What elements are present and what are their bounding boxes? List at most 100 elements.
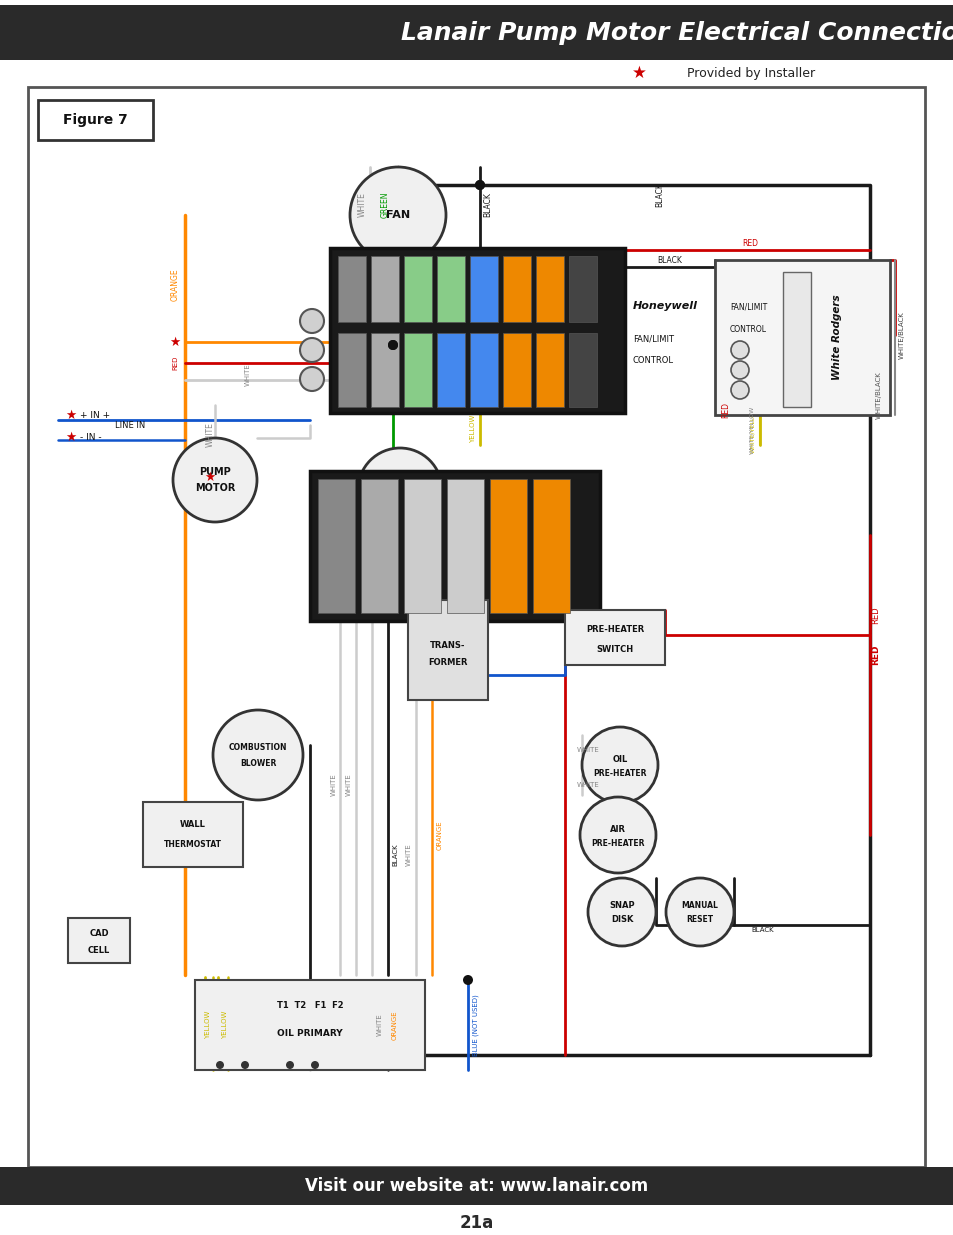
FancyBboxPatch shape: [0, 5, 953, 61]
Text: ★: ★: [65, 431, 76, 443]
Text: RED: RED: [720, 403, 730, 417]
Text: OIL: OIL: [612, 755, 627, 763]
FancyBboxPatch shape: [502, 256, 531, 322]
Text: + IN +: + IN +: [80, 410, 110, 420]
Text: BLACK: BLACK: [392, 844, 397, 866]
Circle shape: [172, 438, 256, 522]
FancyBboxPatch shape: [564, 610, 664, 664]
Text: PRE-HEATER: PRE-HEATER: [593, 768, 646, 778]
FancyBboxPatch shape: [403, 256, 432, 322]
Text: RESET: RESET: [686, 915, 713, 925]
Text: PUMP: PUMP: [199, 467, 231, 477]
Text: Figure 7: Figure 7: [63, 112, 128, 127]
Text: BLACK: BLACK: [751, 927, 774, 932]
FancyBboxPatch shape: [714, 261, 889, 415]
FancyBboxPatch shape: [360, 479, 397, 613]
FancyBboxPatch shape: [568, 332, 597, 408]
Text: WHITE: WHITE: [331, 773, 336, 797]
FancyBboxPatch shape: [533, 479, 569, 613]
Text: ★: ★: [65, 409, 76, 421]
FancyBboxPatch shape: [337, 332, 366, 408]
FancyBboxPatch shape: [568, 256, 597, 322]
Text: ORANGE: ORANGE: [436, 820, 442, 850]
FancyBboxPatch shape: [490, 479, 526, 613]
Text: WALL: WALL: [180, 820, 206, 829]
Text: ★: ★: [204, 471, 215, 483]
Text: WHITE/YELLOW: WHITE/YELLOW: [749, 406, 754, 454]
Text: FORMER: FORMER: [428, 657, 467, 667]
Text: WHITE/BLACK: WHITE/BLACK: [898, 311, 904, 359]
Text: COMBUSTION: COMBUSTION: [229, 742, 287, 752]
FancyBboxPatch shape: [330, 248, 624, 412]
FancyBboxPatch shape: [403, 332, 432, 408]
Text: BLOWER: BLOWER: [239, 758, 276, 767]
Text: YELLOW: YELLOW: [470, 415, 476, 443]
FancyBboxPatch shape: [28, 86, 924, 1167]
Text: THERMOSTAT: THERMOSTAT: [164, 840, 222, 848]
FancyBboxPatch shape: [436, 332, 464, 408]
Text: FAN/LIMIT: FAN/LIMIT: [729, 303, 766, 311]
FancyBboxPatch shape: [143, 802, 243, 867]
Circle shape: [730, 341, 748, 359]
FancyBboxPatch shape: [403, 479, 440, 613]
Text: ORANGE: ORANGE: [171, 269, 179, 301]
Circle shape: [299, 338, 324, 362]
Text: SWITCH: SWITCH: [596, 645, 633, 655]
Text: LINE IN: LINE IN: [115, 420, 145, 430]
Text: ★: ★: [631, 64, 646, 82]
Circle shape: [241, 1061, 249, 1070]
Text: Provided by Installer: Provided by Installer: [686, 67, 814, 79]
Text: CONTROL: CONTROL: [633, 356, 673, 364]
FancyBboxPatch shape: [536, 332, 563, 408]
Text: ORANGE: ORANGE: [392, 1010, 397, 1040]
Text: Honeywell: Honeywell: [633, 301, 698, 311]
Text: WHITE: WHITE: [576, 782, 598, 788]
Circle shape: [299, 309, 324, 333]
Circle shape: [730, 382, 748, 399]
Circle shape: [299, 367, 324, 391]
FancyBboxPatch shape: [68, 918, 130, 963]
Text: SOLENOID: SOLENOID: [375, 494, 423, 503]
Text: BLACK: BLACK: [483, 193, 492, 217]
Text: FAN/LIMIT: FAN/LIMIT: [633, 335, 673, 343]
Text: BLACK: BLACK: [655, 183, 664, 207]
Text: - IN -: - IN -: [80, 432, 102, 441]
FancyBboxPatch shape: [470, 332, 497, 408]
Circle shape: [350, 167, 446, 263]
Circle shape: [475, 180, 484, 190]
Text: WHITE: WHITE: [357, 193, 366, 217]
FancyBboxPatch shape: [470, 256, 497, 322]
Text: YELLOW: YELLOW: [205, 1010, 211, 1039]
Text: MANUAL: MANUAL: [680, 902, 718, 910]
Circle shape: [311, 1061, 318, 1070]
Circle shape: [388, 340, 397, 350]
Circle shape: [581, 727, 658, 803]
Circle shape: [579, 797, 656, 873]
Text: WHITE: WHITE: [406, 844, 412, 867]
Text: RED: RED: [871, 606, 880, 624]
Text: PRE-HEATER: PRE-HEATER: [585, 625, 643, 634]
Text: FAN: FAN: [386, 210, 410, 220]
Circle shape: [388, 340, 397, 350]
Text: Lanair Pump Motor Electrical Connections: Lanair Pump Motor Electrical Connections: [401, 21, 953, 44]
FancyBboxPatch shape: [502, 332, 531, 408]
Text: RED: RED: [172, 356, 178, 370]
Text: DISK: DISK: [610, 915, 633, 925]
FancyBboxPatch shape: [436, 256, 464, 322]
Text: WHITE/YELLOW: WHITE/YELLOW: [750, 405, 755, 453]
Text: WHITE: WHITE: [351, 522, 360, 547]
Text: BLUE (NOT USED): BLUE (NOT USED): [473, 994, 478, 1056]
Text: CELL: CELL: [88, 946, 110, 955]
FancyBboxPatch shape: [38, 100, 152, 140]
Text: WHITE: WHITE: [245, 363, 251, 387]
FancyBboxPatch shape: [408, 600, 488, 700]
Text: TRANS-: TRANS-: [430, 641, 465, 650]
FancyBboxPatch shape: [0, 1167, 953, 1205]
FancyBboxPatch shape: [310, 471, 599, 621]
Text: RED: RED: [871, 645, 880, 666]
FancyBboxPatch shape: [194, 981, 424, 1070]
Text: AIR: AIR: [609, 825, 625, 834]
Text: WHITE: WHITE: [335, 522, 344, 547]
FancyBboxPatch shape: [371, 332, 398, 408]
Text: SNAP: SNAP: [609, 902, 634, 910]
